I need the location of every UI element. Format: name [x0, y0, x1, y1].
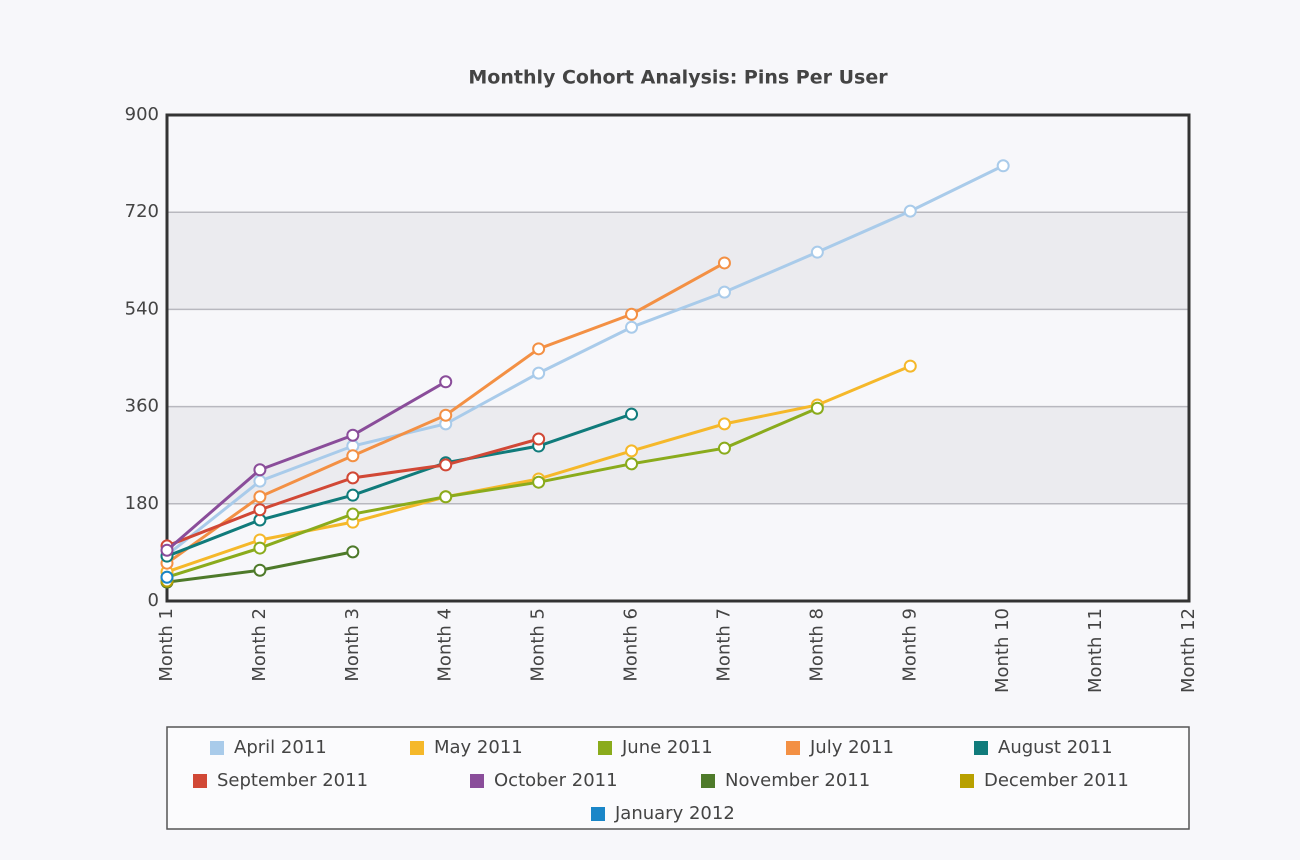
- marker: [532, 366, 546, 380]
- x-tick-label: Month 11: [1085, 608, 1106, 693]
- chart-title: Monthly Cohort Analysis: Pins Per User: [468, 67, 888, 89]
- x-tick-label: Month 6: [621, 608, 642, 682]
- marker: [810, 245, 824, 259]
- marker: [346, 428, 360, 442]
- marker: [346, 488, 360, 502]
- marker: [532, 342, 546, 356]
- marker: [253, 503, 267, 517]
- legend-box: [166, 726, 1190, 830]
- marker: [625, 457, 639, 471]
- x-tick-label: Month 12: [1178, 608, 1199, 693]
- plot-frame: [165, 113, 1191, 603]
- legend-swatch: [591, 807, 605, 821]
- legend-label: October 2011: [494, 770, 618, 791]
- x-tick-label: Month 7: [713, 608, 734, 682]
- marker: [439, 375, 453, 389]
- marker: [160, 543, 174, 557]
- marker: [253, 563, 267, 577]
- marker: [532, 432, 546, 446]
- marker: [346, 471, 360, 485]
- x-tick-label: Month 10: [992, 608, 1013, 693]
- legend-swatch: [470, 774, 484, 788]
- x-tick-label: Month 5: [528, 608, 549, 682]
- marker: [253, 474, 267, 488]
- legend-swatch: [210, 741, 224, 755]
- x-tick-label: Month 8: [806, 608, 827, 682]
- legend-label: August 2011: [998, 737, 1113, 758]
- legend-label: September 2011: [217, 770, 368, 791]
- legend-swatch: [598, 741, 612, 755]
- marker: [439, 408, 453, 422]
- legend-label: April 2011: [234, 737, 327, 758]
- legend-label: January 2012: [614, 803, 735, 824]
- marker: [625, 320, 639, 334]
- marker: [346, 545, 360, 559]
- marker: [903, 204, 917, 218]
- legend-label: November 2011: [725, 770, 870, 791]
- legend-label: June 2011: [621, 737, 713, 758]
- y-tick-label: 360: [125, 396, 159, 417]
- marker: [810, 401, 824, 415]
- marker: [625, 407, 639, 421]
- marker: [253, 490, 267, 504]
- legend-swatch: [974, 741, 988, 755]
- legend-swatch: [410, 741, 424, 755]
- marker: [996, 159, 1010, 173]
- series-line: [166, 380, 447, 552]
- legend-label: July 2011: [809, 737, 894, 758]
- marker: [717, 417, 731, 431]
- x-tick-label: Month 1: [156, 608, 177, 682]
- legend-swatch: [701, 774, 715, 788]
- marker: [346, 507, 360, 521]
- y-tick-label: 0: [148, 590, 159, 611]
- marker: [439, 458, 453, 472]
- x-tick-label: Month 3: [342, 608, 363, 682]
- y-tick-label: 900: [125, 104, 159, 125]
- marker: [160, 570, 174, 584]
- series-line: [166, 412, 633, 558]
- legend-swatch: [960, 774, 974, 788]
- y-tick-label: 720: [125, 201, 159, 222]
- series-line: [166, 406, 818, 579]
- marker: [253, 463, 267, 477]
- x-tick-label: Month 4: [435, 608, 456, 682]
- marker: [346, 449, 360, 463]
- legend-swatch: [193, 774, 207, 788]
- y-tick-label: 180: [125, 493, 159, 514]
- marker: [717, 285, 731, 299]
- band: [167, 212, 1189, 310]
- marker: [903, 359, 917, 373]
- legend-label: May 2011: [434, 737, 523, 758]
- series-line: [166, 164, 1004, 557]
- y-tick-label: 540: [125, 298, 159, 319]
- x-tick-label: Month 2: [249, 608, 270, 682]
- legend-label: December 2011: [984, 770, 1129, 791]
- marker: [253, 541, 267, 555]
- marker: [532, 475, 546, 489]
- marker: [625, 307, 639, 321]
- legend-swatch: [786, 741, 800, 755]
- marker: [717, 441, 731, 455]
- marker: [625, 444, 639, 458]
- marker: [717, 256, 731, 270]
- marker: [439, 490, 453, 504]
- x-tick-label: Month 9: [899, 608, 920, 682]
